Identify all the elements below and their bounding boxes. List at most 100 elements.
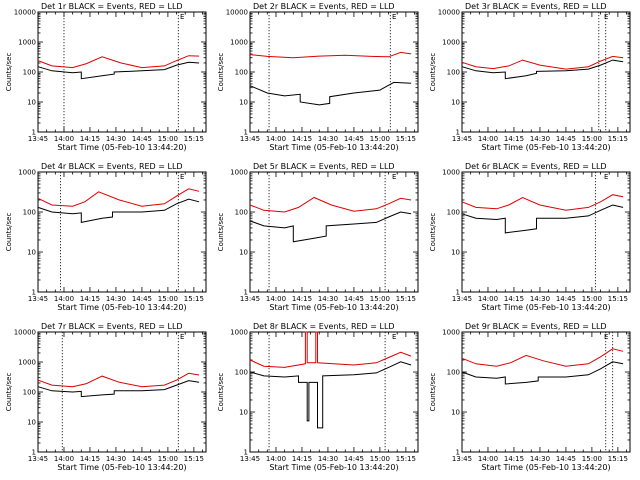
lld-series-line: [249, 51, 412, 59]
corner-marker: E: [180, 333, 184, 341]
x-tick-label: 14:15: [292, 295, 312, 303]
x-axis-label: Start Time (05-Feb-10 13:44:20): [269, 143, 398, 152]
y-tick-label: 1000: [230, 329, 248, 337]
x-tick-label: 14:45: [132, 295, 152, 303]
x-tick-label: 15:15: [608, 455, 628, 463]
y-tick-label: 100: [23, 389, 36, 397]
y-axis-label: Counts/sec: [217, 53, 225, 92]
x-axis-label: Start Time (05-Feb-10 13:44:20): [481, 143, 610, 152]
x-tick-label: 14:00: [478, 135, 498, 143]
plot-frame: [461, 171, 631, 293]
plot-frame: [37, 331, 207, 453]
chart-panel-1: Det 1r BLACK = Events, RED = LLD E 1 10 100 1…: [5, 2, 207, 152]
corner-marker: E: [392, 333, 396, 341]
x-tick-label: 14:15: [80, 295, 100, 303]
y-tick-label: 10: [451, 409, 460, 417]
events-series-line: [461, 361, 624, 385]
y-axis-label: Counts/sec: [429, 373, 437, 412]
y-tick-label: 1000: [230, 39, 248, 47]
events-series-line: [461, 204, 624, 234]
x-axis-label: Start Time (05-Feb-10 13:44:20): [269, 303, 398, 312]
x-tick-label: 14:00: [478, 295, 498, 303]
chart-title: Det 6r BLACK = Events, RED = LLD: [465, 162, 607, 171]
chart-panel-3: Det 3r BLACK = Events, RED = LLD E 1 10 100 1…: [429, 2, 631, 152]
y-axis-label: Counts/sec: [5, 373, 13, 412]
corner-marker: E: [604, 13, 608, 21]
y-tick-label: 10: [451, 249, 460, 257]
x-tick-label: 13:45: [28, 295, 48, 303]
y-tick-label: 1000: [18, 39, 36, 47]
lld-series-line: [461, 194, 624, 211]
y-tick-label: 100: [23, 69, 36, 77]
lld-series-line: [249, 196, 412, 213]
y-tick-label: 10000: [438, 9, 460, 17]
y-tick-label: 10000: [14, 329, 36, 337]
x-tick-label: 13:45: [240, 135, 260, 143]
y-tick-label: 10: [451, 99, 460, 107]
lld-series-line: [37, 55, 200, 69]
chart-panel-4: Det 4r BLACK = Events, RED = LLD E 1 10 100 1…: [5, 162, 207, 312]
x-tick-label: 14:30: [318, 135, 338, 143]
x-tick-label: 15:15: [608, 135, 628, 143]
events-series-line: [37, 380, 200, 398]
x-tick-label: 13:45: [28, 455, 48, 463]
y-tick-label: 100: [235, 369, 248, 377]
x-tick-label: 15:15: [396, 455, 416, 463]
y-tick-label: 1: [32, 449, 36, 457]
x-tick-label: 14:45: [556, 295, 576, 303]
chart-panel-6: Det 6r BLACK = Events, RED = LLD E 1 10 100 1…: [429, 162, 631, 312]
corner-marker: E: [392, 173, 396, 181]
corner-marker: E: [180, 13, 184, 21]
events-series-line: [249, 81, 412, 106]
y-tick-label: 1: [244, 289, 248, 297]
lld-series-line: [461, 348, 624, 367]
x-tick-label: 14:45: [132, 135, 152, 143]
chart-title: Det 7r BLACK = Events, RED = LLD: [41, 322, 183, 331]
x-tick-label: 15:00: [582, 135, 602, 143]
y-tick-label: 100: [447, 69, 460, 77]
x-tick-label: 14:45: [556, 455, 576, 463]
x-tick-label: 15:15: [184, 135, 204, 143]
x-axis-label: Start Time (05-Feb-10 13:44:20): [481, 303, 610, 312]
y-tick-label: 1: [32, 129, 36, 137]
y-tick-label: 1: [456, 129, 460, 137]
x-tick-label: 15:00: [582, 295, 602, 303]
lld-series-line: [461, 55, 624, 70]
y-tick-label: 1000: [18, 359, 36, 367]
y-tick-label: 100: [23, 209, 36, 217]
x-tick-label: 13:45: [28, 135, 48, 143]
x-tick-label: 14:15: [80, 135, 100, 143]
x-tick-label: 14:30: [318, 295, 338, 303]
y-tick-label: 10000: [14, 9, 36, 17]
lld-series-line: [37, 372, 200, 388]
corner-marker: E: [604, 333, 608, 341]
x-tick-label: 13:45: [452, 135, 472, 143]
events-series-line: [37, 198, 200, 224]
plot-frame: [249, 11, 419, 133]
events-series-line: [37, 61, 200, 80]
x-tick-label: 13:45: [240, 455, 260, 463]
chart-title: Det 1r BLACK = Events, RED = LLD: [41, 2, 183, 11]
x-tick-label: 15:15: [608, 295, 628, 303]
x-tick-label: 14:45: [344, 135, 364, 143]
x-tick-label: 14:45: [132, 455, 152, 463]
chart-title: Det 9r BLACK = Events, RED = LLD: [465, 322, 607, 331]
chart-panel-8: Det 8r BLACK = Events, RED = LLD E 1 10 100 1…: [217, 322, 419, 472]
y-axis-label: Counts/sec: [217, 213, 225, 252]
x-tick-label: 15:15: [396, 135, 416, 143]
plot-frame: [249, 331, 419, 453]
corner-marker: E: [392, 13, 396, 21]
y-tick-label: 1: [244, 449, 248, 457]
x-tick-label: 14:00: [266, 455, 286, 463]
chart-panel-2: Det 2r BLACK = Events, RED = LLD E 1 10 100 1…: [217, 2, 419, 152]
y-tick-label: 1: [456, 449, 460, 457]
corner-marker: E: [604, 173, 608, 181]
y-tick-label: 100: [235, 69, 248, 77]
x-tick-label: 14:15: [504, 295, 524, 303]
x-tick-label: 15:15: [184, 455, 204, 463]
x-tick-label: 14:30: [106, 295, 126, 303]
x-tick-label: 15:00: [158, 455, 178, 463]
x-tick-label: 15:00: [158, 295, 178, 303]
x-tick-label: 14:15: [292, 455, 312, 463]
chart-title: Det 5r BLACK = Events, RED = LLD: [253, 162, 395, 171]
